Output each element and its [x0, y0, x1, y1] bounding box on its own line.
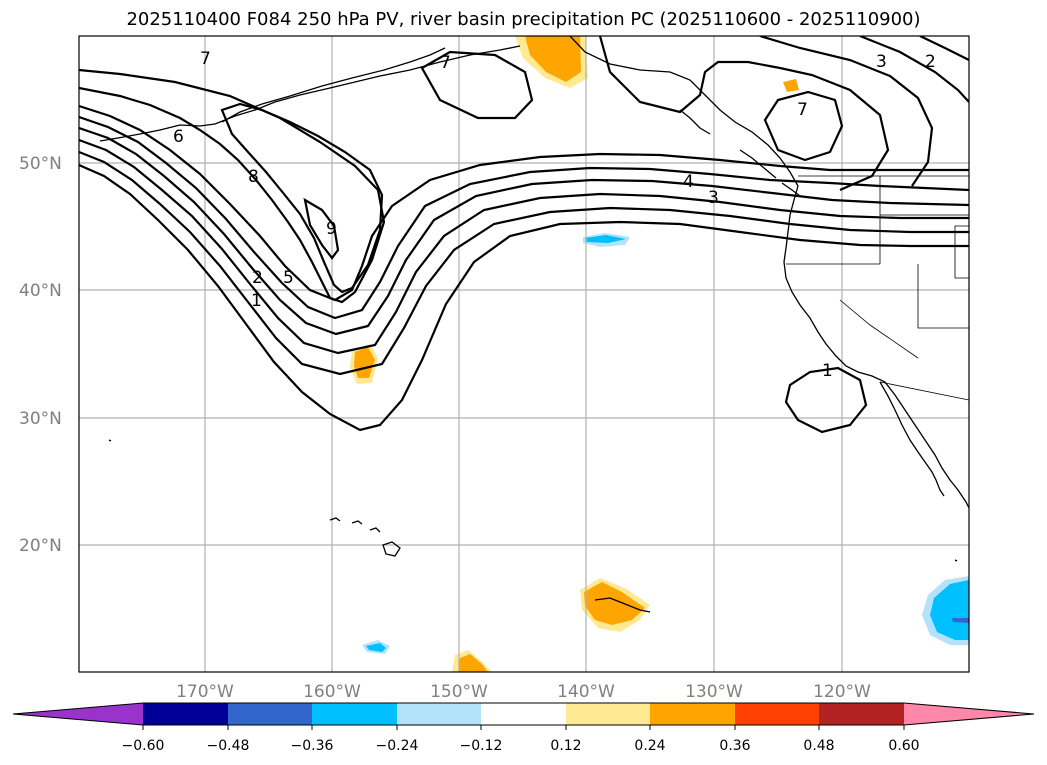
colorbar-tick-label: 0.48 [803, 738, 834, 754]
colorbar-tick-label: −0.24 [376, 738, 419, 754]
contour-outer-4 [919, 36, 969, 61]
colorbar-tick-label: 0.12 [550, 738, 581, 754]
contour-closed-8 [220, 102, 384, 294]
contour-line [79, 138, 969, 355]
contour-label: 8 [248, 167, 259, 187]
lon-label: 170°W [176, 682, 234, 702]
lat-label: 30°N [19, 409, 62, 429]
colorbar-tick-label: −0.36 [291, 738, 334, 754]
contour-labels: 7 7 7 6 8 9 2 5 1 4 3 3 2 1 [173, 49, 936, 381]
contour-label: 7 [797, 100, 808, 120]
contour-outer-2 [759, 36, 934, 187]
coast-aleutians [99, 45, 521, 142]
lon-label: 140°W [557, 682, 615, 702]
precip-shading [350, 36, 969, 672]
lat-label: 20°N [19, 536, 62, 556]
map-frame [78, 35, 970, 673]
colorbar-segment [735, 703, 819, 725]
colorbar-extend-min [13, 703, 143, 725]
border-us-mexico [879, 381, 969, 401]
colorbar-tick-label: 0.24 [634, 738, 665, 754]
colorbar-segment [481, 703, 566, 725]
contour-line [79, 150, 969, 376]
colorbar: −0.60 −0.48 −0.36 −0.24 −0.12 0.12 0.24 … [12, 702, 1035, 754]
contour-line [79, 126, 969, 336]
contour-label: 3 [876, 52, 887, 72]
shade-negative-east-core [930, 580, 969, 640]
lon-labels: 170°W 160°W 150°W 140°W 130°W 120°W [176, 682, 871, 702]
gridlines [79, 36, 969, 672]
shade-positive-hawaii-south-core [458, 654, 488, 672]
contour-label: 7 [200, 49, 211, 69]
colorbar-segment [566, 703, 650, 725]
colorbar-ticks [142, 725, 905, 730]
contour-label: 5 [283, 268, 294, 288]
colorbar-tick-label: −0.48 [207, 738, 250, 754]
lat-label: 50°N [19, 154, 62, 174]
shade-positive-gulf-alaska-core [525, 36, 581, 82]
coast-baja [879, 381, 945, 497]
lon-label: 120°W [813, 682, 871, 702]
colorbar-segment [397, 703, 481, 725]
lon-label: 130°W [685, 682, 743, 702]
contour-closed-1 [784, 366, 868, 434]
border-states [786, 176, 969, 359]
colorbar-segment [312, 703, 397, 725]
shade-negative-central-pacific-core [585, 235, 626, 243]
coast-us-west [783, 185, 969, 509]
colorbar-segment [819, 703, 904, 725]
contour-label: 2 [252, 268, 263, 288]
contour-line [79, 68, 386, 304]
colorbar-segment [650, 703, 735, 725]
coast-alaska-mainland [569, 36, 799, 187]
colorbar-tick-label: 0.60 [888, 738, 919, 754]
contour-line [79, 115, 969, 320]
contour-label: 4 [683, 172, 694, 192]
lat-label: 40°N [19, 281, 62, 301]
lat-labels: 50°N 40°N 30°N 20°N [19, 154, 62, 556]
shade-positive-bc-coast [783, 79, 799, 92]
map-panel [79, 36, 969, 672]
shade-negative-east-min [952, 618, 969, 623]
lon-label: 150°W [430, 682, 488, 702]
lon-label: 160°W [303, 682, 361, 702]
contour-label: 1 [251, 291, 262, 311]
coast-small-islands [108, 439, 958, 613]
shade-negative-small-core [366, 643, 386, 652]
colorbar-tick-label: −0.60 [122, 738, 165, 754]
colorbar-tick-label: 0.36 [719, 738, 750, 754]
borders [786, 175, 969, 401]
shade-positive-south-core [584, 582, 645, 625]
contour-closed-7a [420, 50, 534, 120]
contour-label: 3 [708, 188, 719, 208]
colorbar-segment [143, 703, 228, 725]
contour-closed-9 [303, 197, 340, 260]
pv-contours [79, 36, 969, 434]
contour-line [79, 163, 969, 432]
contour-label: 7 [440, 53, 451, 73]
map-title: 2025110400 F084 250 hPa PV, river basin … [126, 9, 921, 30]
contour-label: 1 [822, 361, 833, 381]
coast-hawaii [329, 517, 401, 557]
colorbar-extend-max [904, 703, 1034, 725]
colorbar-tick-label: −0.12 [460, 738, 503, 754]
contour-line [79, 104, 969, 302]
contour-outer-alaska [598, 36, 890, 192]
colorbar-segment [228, 703, 312, 725]
contour-label: 6 [173, 127, 184, 147]
contour-label: 2 [925, 52, 936, 72]
contour-outer-3 [859, 36, 969, 103]
contour-closed-7b [763, 90, 844, 162]
contour-label: 9 [326, 219, 337, 239]
